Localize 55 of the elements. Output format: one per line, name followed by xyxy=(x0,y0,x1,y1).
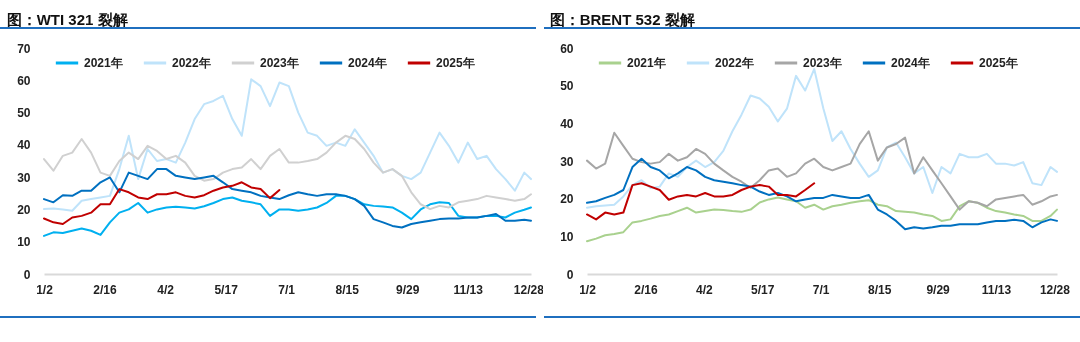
y-tick-label: 10 xyxy=(560,229,574,244)
line-series xyxy=(586,196,1058,243)
y-tick-label: 50 xyxy=(560,79,574,94)
legend-label: 2021年 xyxy=(627,56,666,70)
x-tick-label: 5/17 xyxy=(214,282,239,297)
legend-label: 2021年 xyxy=(84,56,123,70)
line-series xyxy=(43,194,532,237)
x-tick-label: 5/17 xyxy=(751,282,775,297)
x-tick-label: 9/29 xyxy=(926,282,951,297)
y-tick-label: 30 xyxy=(560,154,574,169)
y-tick-label: 70 xyxy=(17,41,31,56)
x-tick-label: 4/2 xyxy=(157,282,175,297)
chart-title: 图：WTI 321 裂解 xyxy=(6,11,128,28)
x-tick-label: 8/15 xyxy=(867,282,892,297)
x-tick-label: 12/28 xyxy=(1039,282,1071,297)
x-tick-label: 11/13 xyxy=(981,282,1012,297)
line-series xyxy=(586,157,1058,231)
y-tick-label: 0 xyxy=(23,267,31,282)
line-series xyxy=(586,68,1058,209)
x-tick-label: 11/13 xyxy=(453,282,484,297)
x-tick-label: 2/16 xyxy=(634,282,658,297)
y-tick-label: 60 xyxy=(17,73,31,88)
legend-label: 2025年 xyxy=(436,56,475,70)
line-series xyxy=(43,134,532,211)
legend-label: 2022年 xyxy=(172,56,211,70)
y-tick-label: 40 xyxy=(17,138,31,153)
legend-label: 2022年 xyxy=(715,56,754,70)
y-tick-label: 20 xyxy=(17,202,31,217)
line-series xyxy=(586,130,1058,211)
y-tick-label: 60 xyxy=(560,41,574,56)
y-tick-label: 50 xyxy=(17,106,31,121)
x-tick-label: 8/15 xyxy=(335,282,360,297)
legend-label: 2025年 xyxy=(979,56,1018,70)
x-tick-label: 2/16 xyxy=(93,282,118,297)
y-tick-label: 20 xyxy=(560,192,574,207)
y-tick-label: 30 xyxy=(17,170,31,185)
x-tick-label: 7/1 xyxy=(278,282,296,297)
legend-label: 2023年 xyxy=(260,56,299,70)
legend-label: 2023年 xyxy=(803,56,842,70)
x-tick-label: 1/2 xyxy=(36,282,54,297)
y-tick-label: 40 xyxy=(560,116,574,131)
line-series xyxy=(43,181,281,225)
x-tick-label: 12/28 xyxy=(513,282,545,297)
line-series xyxy=(586,182,816,221)
y-tick-label: 0 xyxy=(566,267,574,282)
line-series xyxy=(43,168,532,229)
legend-label: 2024年 xyxy=(891,56,930,70)
line-series xyxy=(43,78,532,212)
x-tick-label: 1/2 xyxy=(579,282,597,297)
x-tick-label: 9/29 xyxy=(396,282,420,297)
y-tick-label: 10 xyxy=(17,235,31,250)
x-tick-label: 7/1 xyxy=(812,282,830,297)
chart-title: 图：BRENT 532 裂解 xyxy=(549,11,695,28)
legend-label: 2024年 xyxy=(348,56,387,70)
x-tick-label: 4/2 xyxy=(696,282,714,297)
